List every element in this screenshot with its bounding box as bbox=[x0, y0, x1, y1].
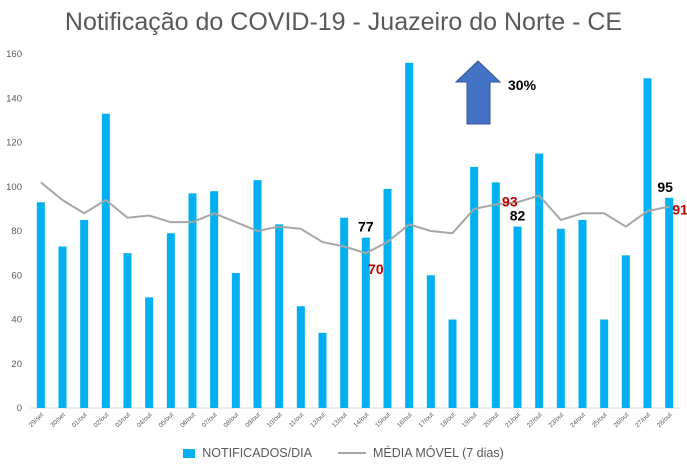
bar bbox=[36, 202, 45, 408]
y-axis-ticks: 0 20 40 60 80 100 120 140 160 bbox=[6, 49, 22, 414]
x-tick-label: 24/out bbox=[569, 411, 587, 429]
bar bbox=[340, 217, 349, 408]
x-tick-label: 14/out bbox=[353, 411, 371, 429]
x-tick-label: 29/set bbox=[28, 411, 46, 429]
bar bbox=[123, 253, 132, 408]
x-tick-label: 11/out bbox=[288, 411, 306, 429]
bar bbox=[405, 62, 414, 408]
data-label: 93 bbox=[502, 193, 518, 209]
bar bbox=[275, 224, 284, 408]
bar bbox=[361, 237, 370, 408]
legend-label-bars: NOTIFICADOS/DIA bbox=[202, 446, 312, 460]
x-tick-label: 09/out bbox=[244, 411, 262, 429]
bar bbox=[318, 332, 327, 408]
bar bbox=[383, 188, 392, 408]
bar bbox=[101, 113, 110, 409]
y-tick-label: 100 bbox=[6, 182, 22, 193]
bar bbox=[535, 153, 544, 408]
y-tick-label: 0 bbox=[17, 403, 22, 414]
x-tick-label: 25/out bbox=[591, 411, 609, 429]
bar bbox=[600, 319, 609, 408]
bar bbox=[188, 193, 197, 408]
x-tick-label: 04/out bbox=[136, 411, 154, 429]
x-tick-label: 15/out bbox=[374, 411, 392, 429]
y-tick-label: 160 bbox=[6, 49, 22, 60]
x-tick-label: 01/out bbox=[71, 411, 89, 429]
data-label: 91 bbox=[672, 202, 687, 218]
y-tick-label: 20 bbox=[11, 359, 22, 370]
bar bbox=[210, 191, 219, 408]
x-tick-label: 28/out bbox=[656, 411, 674, 429]
x-tick-label: 18/out bbox=[439, 411, 457, 429]
x-tick-label: 17/out bbox=[418, 411, 436, 429]
x-tick-label: 26/out bbox=[613, 411, 631, 429]
x-tick-label: 19/out bbox=[461, 411, 479, 429]
bar bbox=[513, 226, 522, 408]
data-label: 77 bbox=[358, 219, 374, 235]
bar bbox=[470, 166, 479, 408]
bar bbox=[80, 219, 89, 408]
bar bbox=[145, 297, 154, 408]
moving-average-series bbox=[40, 181, 670, 255]
x-tick-label: 03/out bbox=[114, 411, 132, 429]
legend-bar-swatch bbox=[183, 448, 196, 458]
bar bbox=[621, 255, 630, 408]
y-tick-label: 80 bbox=[11, 226, 22, 237]
bar bbox=[296, 306, 305, 408]
bar bbox=[643, 78, 652, 409]
x-tick-label: 08/out bbox=[223, 411, 241, 429]
legend-label-line: MÉDIA MÓVEL (7 dias) bbox=[372, 446, 504, 460]
bar bbox=[448, 319, 457, 408]
x-tick-label: 20/out bbox=[483, 411, 501, 429]
legend-line-swatch bbox=[337, 452, 366, 454]
x-tick-label: 27/out bbox=[634, 411, 652, 429]
y-tick-label: 60 bbox=[11, 270, 22, 281]
bar bbox=[426, 275, 435, 408]
annotation-text: 30% bbox=[508, 77, 537, 93]
up-arrow-icon bbox=[454, 60, 502, 125]
data-label: 70 bbox=[368, 261, 384, 277]
x-tick-label: 07/out bbox=[201, 411, 219, 429]
x-tick-label: 05/out bbox=[158, 411, 176, 429]
x-tick-label: 16/out bbox=[396, 411, 414, 429]
x-axis: 29/set 30/set 01/out 02/out 03/out 04/out 05/o… bbox=[28, 407, 680, 429]
bar bbox=[231, 273, 240, 408]
chart-title: Notificação do COVID-19 - Juazeiro do No… bbox=[64, 8, 623, 36]
x-tick-label: 23/out bbox=[548, 411, 566, 429]
moving-average-line bbox=[40, 181, 670, 255]
bar bbox=[166, 233, 175, 408]
bar bbox=[556, 228, 565, 408]
x-tick-label: 10/out bbox=[266, 411, 284, 429]
bar bbox=[578, 219, 587, 408]
data-label: 95 bbox=[657, 179, 673, 195]
bar bbox=[58, 246, 67, 408]
bar bbox=[491, 182, 500, 408]
x-tick-label: 30/set bbox=[49, 411, 67, 429]
x-tick-label: 06/out bbox=[179, 411, 197, 429]
y-tick-label: 140 bbox=[6, 93, 22, 104]
x-tick-label: 02/out bbox=[93, 411, 111, 429]
x-tick-label: 22/out bbox=[526, 411, 544, 429]
x-tick-label: 13/out bbox=[331, 411, 349, 429]
bar bbox=[665, 197, 674, 408]
x-tick-label: 12/out bbox=[309, 411, 327, 429]
bar bbox=[253, 180, 262, 408]
y-tick-label: 40 bbox=[11, 315, 22, 326]
annotation: 30% bbox=[454, 60, 537, 125]
bar-series bbox=[36, 62, 674, 409]
legend-item-bars: NOTIFICADOS/DIA bbox=[183, 446, 312, 460]
legend-item-line: MÉDIA MÓVEL (7 dias) bbox=[337, 446, 504, 460]
y-tick-label: 120 bbox=[6, 138, 22, 149]
x-tick-label: 21/out bbox=[504, 411, 522, 429]
data-label: 82 bbox=[510, 208, 526, 224]
legend: NOTIFICADOS/DIA MÉDIA MÓVEL (7 dias) bbox=[0, 446, 687, 460]
